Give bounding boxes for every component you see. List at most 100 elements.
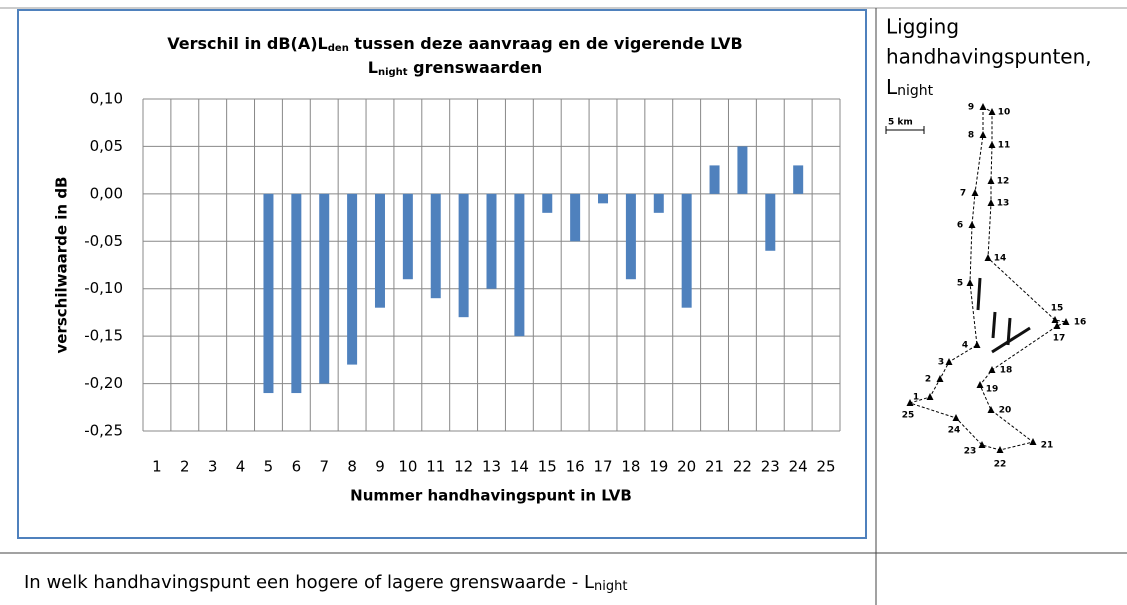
x-tick-label: 14 — [510, 458, 529, 476]
bar — [402, 193, 413, 280]
map-point-label: 9 — [968, 103, 974, 113]
x-tick-label: 2 — [180, 458, 190, 476]
x-tick-label: 25 — [817, 458, 836, 476]
map-point — [906, 399, 914, 406]
bar — [514, 193, 525, 337]
x-tick-label: 22 — [733, 458, 752, 476]
bar — [625, 193, 636, 280]
map-point-label: 6 — [957, 221, 963, 231]
bar — [486, 193, 497, 289]
side-title: Ligging — [886, 15, 959, 39]
map-point — [968, 221, 976, 228]
x-tick-label: 21 — [705, 458, 724, 476]
map-point-label: 14 — [994, 254, 1007, 264]
x-tick-label: 9 — [375, 458, 385, 476]
bar — [347, 193, 358, 365]
y-tick-label: 0,00 — [90, 184, 123, 202]
map-point-label: 17 — [1053, 334, 1066, 344]
map-point-label: 21 — [1041, 441, 1054, 451]
x-tick-label: 3 — [208, 458, 218, 476]
map-point-label: 20 — [999, 406, 1012, 416]
map-point-label: 1 — [913, 393, 919, 403]
map-point — [987, 406, 995, 413]
x-tick-label: 17 — [593, 458, 612, 476]
map-point — [976, 381, 984, 388]
bar — [263, 193, 274, 394]
x-tick-label: 6 — [292, 458, 302, 476]
footer-text: In welk handhavingspunt een hogere of la… — [24, 572, 627, 594]
x-tick-label: 16 — [566, 458, 585, 476]
map-point — [979, 103, 987, 110]
chart-frame — [17, 9, 867, 539]
map-point — [966, 279, 974, 286]
bar — [793, 165, 804, 194]
bar — [542, 193, 553, 213]
y-axis-label: verschilwaarde in dB — [53, 177, 71, 354]
map-point-label: 2 — [925, 375, 931, 385]
map-point-label: 13 — [997, 199, 1010, 209]
bar — [653, 193, 664, 213]
x-tick-label: 5 — [264, 458, 274, 476]
bar — [709, 165, 720, 194]
map-point-label: 18 — [1000, 366, 1013, 376]
map-point-label: 11 — [998, 141, 1011, 151]
bar — [681, 193, 692, 308]
map-point-label: 19 — [986, 385, 999, 395]
x-tick-label: 15 — [538, 458, 557, 476]
x-tick-label: 23 — [761, 458, 780, 476]
y-tick-label: -0,20 — [84, 374, 123, 392]
bar — [291, 193, 302, 394]
map-point-label: 16 — [1074, 318, 1087, 328]
map-point — [984, 254, 992, 261]
map-point-label: 8 — [968, 131, 974, 141]
side-title: handhavingspunten, — [886, 45, 1092, 69]
scale-label: 5 km — [888, 118, 913, 128]
map-point-label: 23 — [964, 447, 977, 457]
x-tick-label: 12 — [454, 458, 473, 476]
y-tick-label: -0,25 — [84, 422, 123, 440]
chart-title: Verschil in dB(A)Lden tussen deze aanvra… — [167, 34, 742, 55]
bar — [570, 193, 581, 242]
map-point-label: 3 — [938, 358, 944, 368]
side-title: Lnight — [886, 75, 934, 100]
map-route — [908, 106, 1068, 451]
x-tick-label: 7 — [319, 458, 329, 476]
x-tick-label: 11 — [426, 458, 445, 476]
map-point-label: 15 — [1051, 304, 1064, 314]
x-tick-label: 19 — [649, 458, 668, 476]
map-point-label: 4 — [962, 341, 968, 351]
x-tick-label: 24 — [789, 458, 808, 476]
map-point-label: 5 — [957, 279, 963, 289]
bar — [765, 193, 776, 251]
map-point — [1029, 438, 1037, 445]
runways — [976, 277, 1031, 354]
map-point — [971, 189, 979, 196]
map-point — [945, 358, 953, 365]
bar — [430, 193, 441, 299]
map-point-label: 24 — [948, 426, 961, 436]
map-point — [1051, 316, 1059, 323]
bar — [374, 193, 385, 308]
y-tick-label: -0,05 — [84, 232, 123, 250]
map-point — [988, 108, 996, 115]
bar — [737, 146, 748, 194]
map-point — [1053, 322, 1061, 329]
map-point — [973, 341, 981, 348]
map-point — [952, 414, 960, 421]
y-tick-label: -0,10 — [84, 279, 123, 297]
map-point — [936, 375, 944, 382]
map-point — [996, 446, 1004, 453]
map-point — [979, 131, 987, 138]
x-tick-label: 13 — [482, 458, 501, 476]
map-point — [926, 393, 934, 400]
x-tick-label: 18 — [621, 458, 640, 476]
bar — [458, 193, 469, 318]
map-point — [1062, 318, 1070, 325]
y-tick-label: -0,15 — [84, 327, 123, 345]
map-point-label: 22 — [994, 460, 1007, 470]
map-point-label: 7 — [960, 189, 966, 199]
map-point — [978, 441, 986, 448]
map-point — [987, 177, 995, 184]
map-point — [988, 366, 996, 373]
